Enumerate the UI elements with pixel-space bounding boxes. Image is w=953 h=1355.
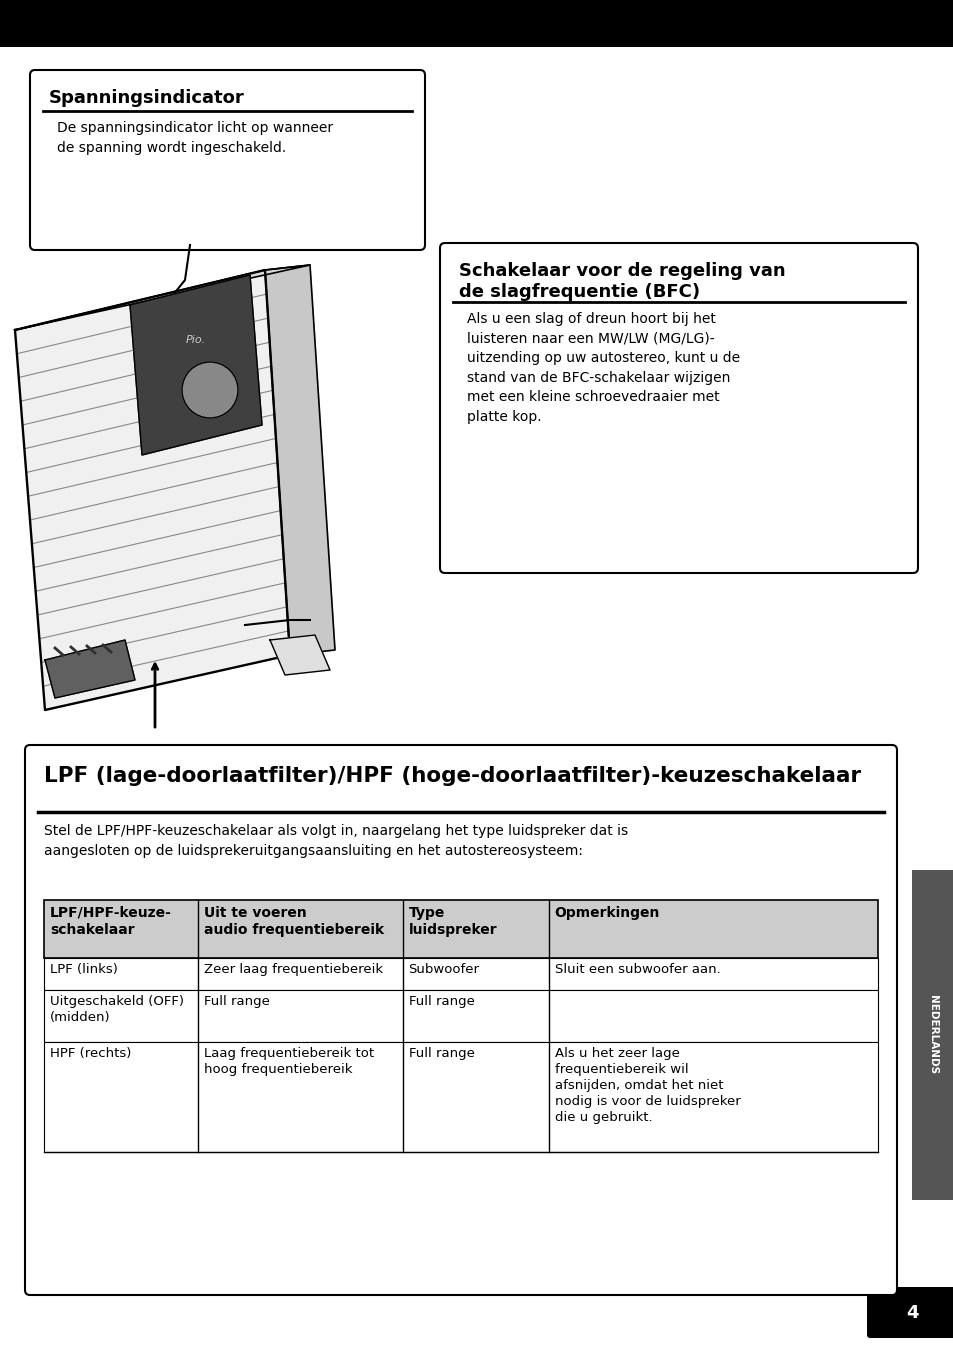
Text: Full range: Full range: [408, 995, 474, 1008]
Bar: [44, 1042, 877, 1152]
Bar: [0, 0, 953, 47]
Bar: [44, 958, 877, 991]
Text: NEDERLANDS: NEDERLANDS: [927, 996, 937, 1075]
Text: HPF (rechts): HPF (rechts): [50, 1047, 132, 1060]
Text: Sluit een subwoofer aan.: Sluit een subwoofer aan.: [554, 963, 720, 976]
Text: Stel de LPF/HPF-keuzeschakelaar als volgt in, naargelang het type luidspreker da: Stel de LPF/HPF-keuzeschakelaar als volg…: [44, 824, 627, 858]
Text: Spanningsindicator: Spanningsindicator: [49, 89, 245, 107]
Text: Subwoofer: Subwoofer: [408, 963, 479, 976]
FancyBboxPatch shape: [30, 70, 424, 251]
Text: Zeer laag frequentiebereik: Zeer laag frequentiebereik: [204, 963, 383, 976]
FancyBboxPatch shape: [439, 243, 917, 573]
Text: Type
luidspreker: Type luidspreker: [408, 906, 497, 938]
Polygon shape: [45, 640, 135, 698]
Circle shape: [182, 362, 237, 417]
Text: Uit te voeren
audio frequentiebereik: Uit te voeren audio frequentiebereik: [204, 906, 384, 938]
Polygon shape: [15, 270, 290, 710]
Polygon shape: [270, 635, 330, 675]
Text: Pio.: Pio.: [186, 335, 206, 346]
Text: Full range: Full range: [408, 1047, 474, 1060]
Text: Laag frequentiebereik tot
hoog frequentiebereik: Laag frequentiebereik tot hoog frequenti…: [204, 1047, 374, 1076]
Text: Schakelaar voor de regeling van
de slagfrequentie (BFC): Schakelaar voor de regeling van de slagf…: [458, 262, 785, 301]
Bar: [44, 900, 877, 958]
Bar: [44, 900, 877, 958]
Text: LPF/HPF-keuze-
schakelaar: LPF/HPF-keuze- schakelaar: [50, 906, 172, 938]
FancyBboxPatch shape: [25, 745, 896, 1295]
Polygon shape: [15, 266, 310, 331]
Text: Opmerkingen: Opmerkingen: [554, 906, 659, 920]
Text: LPF (lage-doorlaatfilter)/HPF (hoge-doorlaatfilter)-keuzeschakelaar: LPF (lage-doorlaatfilter)/HPF (hoge-door…: [44, 766, 861, 786]
Text: LPF (links): LPF (links): [50, 963, 118, 976]
Text: De spanningsindicator licht op wanneer
de spanning wordt ingeschakeld.: De spanningsindicator licht op wanneer d…: [57, 121, 333, 154]
FancyBboxPatch shape: [866, 1287, 953, 1337]
Text: Uitgeschakeld (OFF)
(midden): Uitgeschakeld (OFF) (midden): [50, 995, 184, 1024]
Text: 4: 4: [904, 1304, 918, 1322]
Polygon shape: [130, 275, 262, 455]
Bar: [911, 870, 953, 1201]
Polygon shape: [265, 266, 335, 654]
Text: Als u het zeer lage
frequentiebereik wil
afsnijden, omdat het niet
nodig is voor: Als u het zeer lage frequentiebereik wil…: [554, 1047, 740, 1125]
Text: Full range: Full range: [204, 995, 270, 1008]
Text: Als u een slag of dreun hoort bij het
luisteren naar een MW/LW (MG/LG)-
uitzendi: Als u een slag of dreun hoort bij het lu…: [467, 313, 740, 424]
Bar: [44, 991, 877, 1042]
